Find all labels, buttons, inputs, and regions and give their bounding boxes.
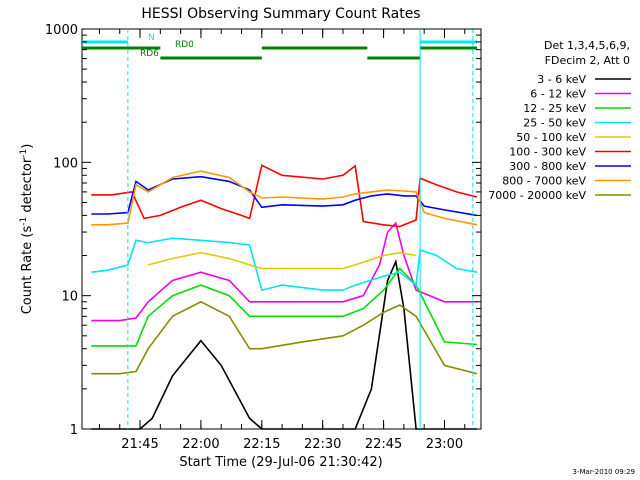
series-line	[91, 267, 477, 347]
y-tick-label: 10	[61, 290, 78, 305]
legend: Det 1,3,4,5,6,9, FDecim 2, Att 0 3 - 6 k…	[488, 39, 631, 202]
series-line	[91, 237, 478, 292]
legend-entry-label: 300 - 800 keV	[509, 160, 586, 173]
legend-entry-label: 25 - 50 keV	[523, 117, 586, 130]
x-tick-label: 22:15	[243, 437, 280, 452]
series-layer	[91, 164, 478, 430]
annotation-layer: N RD0 RD6	[82, 29, 477, 429]
legend-entry-label: 800 - 7000 keV	[502, 175, 586, 188]
x-tick-label: 21:45	[121, 437, 158, 452]
y-tick-label: 100	[53, 156, 78, 171]
plot-frame	[81, 28, 482, 430]
legend-header-line-1: Det 1,3,4,5,6,9,	[544, 39, 630, 52]
annotation-label: RD0	[175, 40, 194, 50]
legend-entry-label: 3 - 6 keV	[537, 73, 586, 86]
x-tick-label: 23:00	[426, 437, 463, 452]
legend-entry-label: 100 - 300 keV	[509, 146, 586, 159]
x-axis-label: Start Time (29-Jul-06 21:30:42)	[179, 455, 382, 470]
axis-layer: 1 10 100 1000 21:45 22:00 22:15 22:30 22:45 23:00	[45, 23, 481, 452]
series-line	[91, 164, 478, 228]
annotation-label: N	[148, 33, 155, 43]
legend-entry-label: 7000 - 20000 keV	[488, 189, 586, 202]
series-line	[91, 221, 477, 322]
annotation-label: RD6	[140, 49, 159, 59]
y-axis-label: Count Rate (s-1 detector-1)	[19, 144, 35, 315]
chart-title: HESSI Observing Summary Count Rates	[141, 6, 420, 22]
legend-header-line-2: FDecim 2, Att 0	[545, 54, 630, 67]
series-line	[91, 300, 478, 375]
footer-date: 3-Mar-2010 09:29	[573, 468, 635, 476]
y-tick-label: 1000	[45, 23, 78, 38]
y-tick-label: 1	[70, 423, 78, 438]
series-line	[147, 251, 417, 270]
series-line	[91, 175, 478, 217]
legend-entry-label: 50 - 100 keV	[516, 131, 586, 144]
series-line	[91, 170, 478, 226]
legend-entry-label: 6 - 12 keV	[530, 88, 586, 101]
x-tick-label: 22:00	[182, 437, 219, 452]
x-tick-label: 22:45	[365, 437, 402, 452]
legend-entry-label: 12 - 25 keV	[523, 102, 586, 115]
x-tick-label: 22:30	[304, 437, 341, 452]
